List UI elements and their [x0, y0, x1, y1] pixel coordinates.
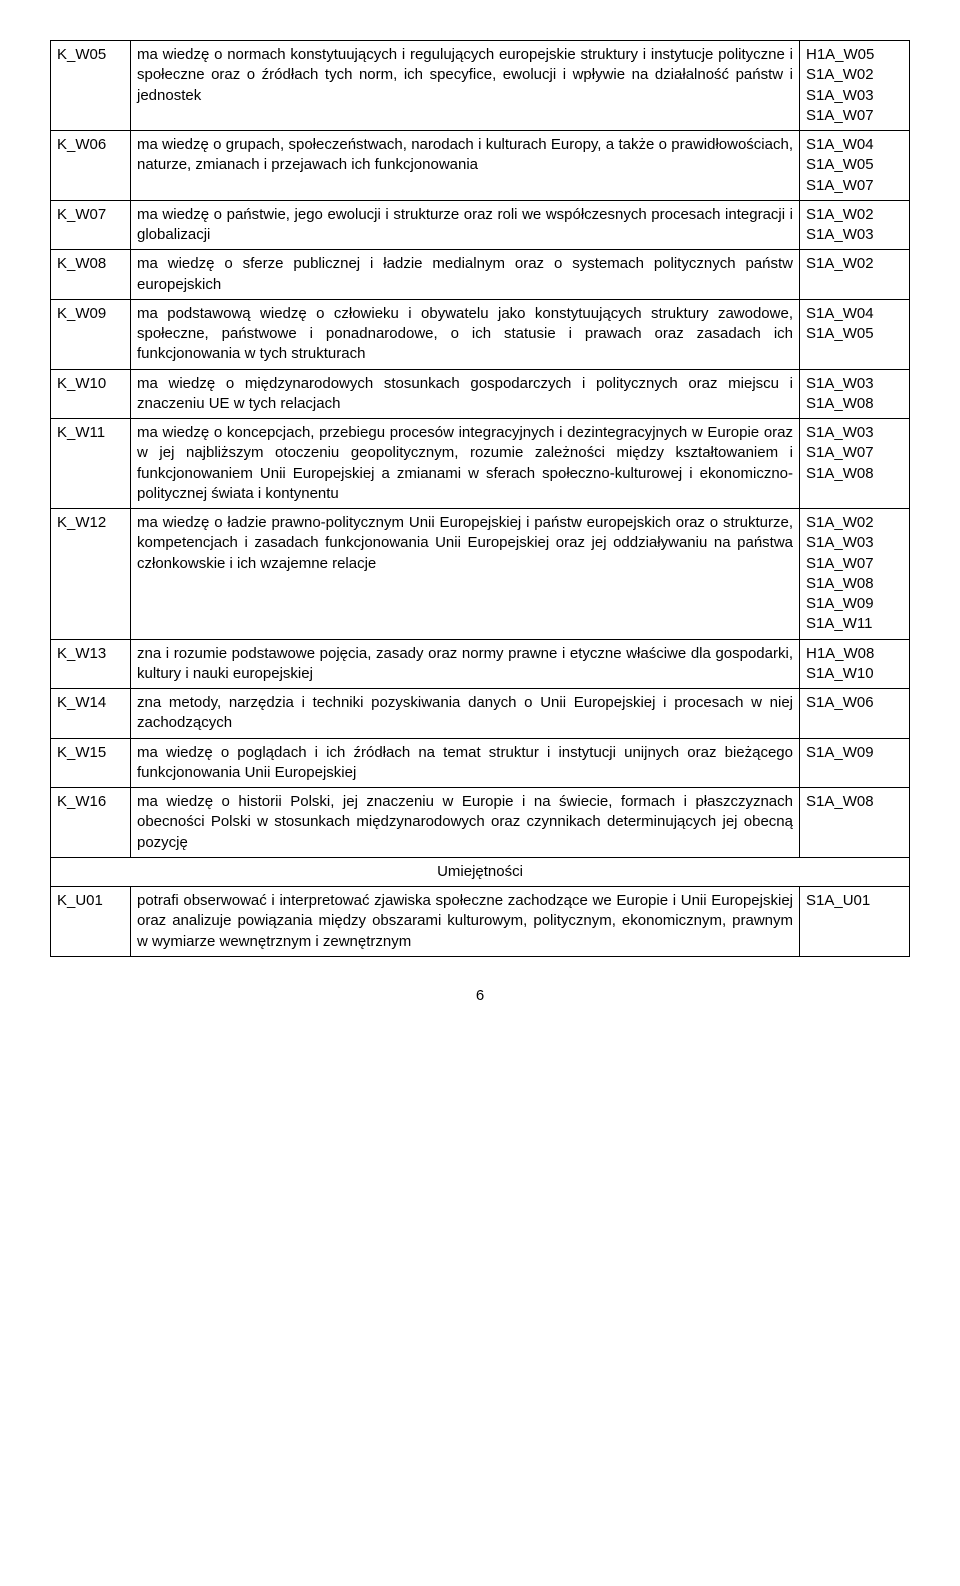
row-description: ma wiedzę o grupach, społeczeństwach, na… [131, 131, 800, 201]
row-description: ma wiedzę o międzynarodowych stosunkach … [131, 369, 800, 419]
row-refs: S1A_W08 [800, 788, 910, 858]
row-refs: S1A_W02 S1A_W03 [800, 200, 910, 250]
row-description: zna i rozumie podstawowe pojęcia, zasady… [131, 639, 800, 689]
row-code: K_W12 [51, 509, 131, 640]
table-row: K_W11ma wiedzę o koncepcjach, przebiegu … [51, 419, 910, 509]
row-refs: S1A_W09 [800, 738, 910, 788]
row-code: K_W15 [51, 738, 131, 788]
table-row: K_W10ma wiedzę o międzynarodowych stosun… [51, 369, 910, 419]
row-refs: H1A_W05 S1A_W02 S1A_W03 S1A_W07 [800, 41, 910, 131]
row-description: ma wiedzę o poglądach i ich źródłach na … [131, 738, 800, 788]
row-code: K_U01 [51, 887, 131, 957]
table-row: K_W09ma podstawową wiedzę o człowieku i … [51, 299, 910, 369]
table-row: K_W16ma wiedzę o historii Polski, jej zn… [51, 788, 910, 858]
row-refs: S1A_W04 S1A_W05 [800, 299, 910, 369]
row-code: K_W11 [51, 419, 131, 509]
row-description: potrafi obserwować i interpretować zjawi… [131, 887, 800, 957]
row-code: K_W07 [51, 200, 131, 250]
row-refs: S1A_W02 S1A_W03 S1A_W07 S1A_W08 S1A_W09 … [800, 509, 910, 640]
row-refs: S1A_W04 S1A_W05 S1A_W07 [800, 131, 910, 201]
table-row: K_W12ma wiedzę o ładzie prawno-polityczn… [51, 509, 910, 640]
row-refs: S1A_U01 [800, 887, 910, 957]
row-description: ma wiedzę o ładzie prawno-politycznym Un… [131, 509, 800, 640]
row-description: ma wiedzę o normach konstytuujących i re… [131, 41, 800, 131]
table-row: K_W14zna metody, narzędzia i techniki po… [51, 689, 910, 739]
row-description: ma wiedzę o koncepcjach, przebiegu proce… [131, 419, 800, 509]
table-row: K_W07ma wiedzę o państwie, jego ewolucji… [51, 200, 910, 250]
row-refs: S1A_W06 [800, 689, 910, 739]
row-code: K_W05 [51, 41, 131, 131]
row-description: ma wiedzę o historii Polski, jej znaczen… [131, 788, 800, 858]
page-number: 6 [50, 987, 910, 1004]
row-code: K_W06 [51, 131, 131, 201]
section-header: Umiejętności [51, 857, 910, 886]
row-code: K_W14 [51, 689, 131, 739]
table-row: K_W06ma wiedzę o grupach, społeczeństwac… [51, 131, 910, 201]
row-code: K_W13 [51, 639, 131, 689]
table-row: K_U01potrafi obserwować i interpretować … [51, 887, 910, 957]
table-row: K_W08ma wiedzę o sferze publicznej i ład… [51, 250, 910, 300]
row-refs: S1A_W02 [800, 250, 910, 300]
table-row: K_W15ma wiedzę o poglądach i ich źródłac… [51, 738, 910, 788]
row-code: K_W10 [51, 369, 131, 419]
row-refs: S1A_W03 S1A_W08 [800, 369, 910, 419]
row-refs: S1A_W03 S1A_W07 S1A_W08 [800, 419, 910, 509]
row-code: K_W09 [51, 299, 131, 369]
row-description: ma podstawową wiedzę o człowieku i obywa… [131, 299, 800, 369]
row-refs: H1A_W08 S1A_W10 [800, 639, 910, 689]
table-row: K_W05ma wiedzę o normach konstytuujących… [51, 41, 910, 131]
section-header-row: Umiejętności [51, 857, 910, 886]
table-row: K_W13zna i rozumie podstawowe pojęcia, z… [51, 639, 910, 689]
row-description: ma wiedzę o sferze publicznej i ładzie m… [131, 250, 800, 300]
outcomes-table: K_W05ma wiedzę o normach konstytuujących… [50, 40, 910, 957]
row-code: K_W08 [51, 250, 131, 300]
row-description: zna metody, narzędzia i techniki pozyski… [131, 689, 800, 739]
row-code: K_W16 [51, 788, 131, 858]
row-description: ma wiedzę o państwie, jego ewolucji i st… [131, 200, 800, 250]
